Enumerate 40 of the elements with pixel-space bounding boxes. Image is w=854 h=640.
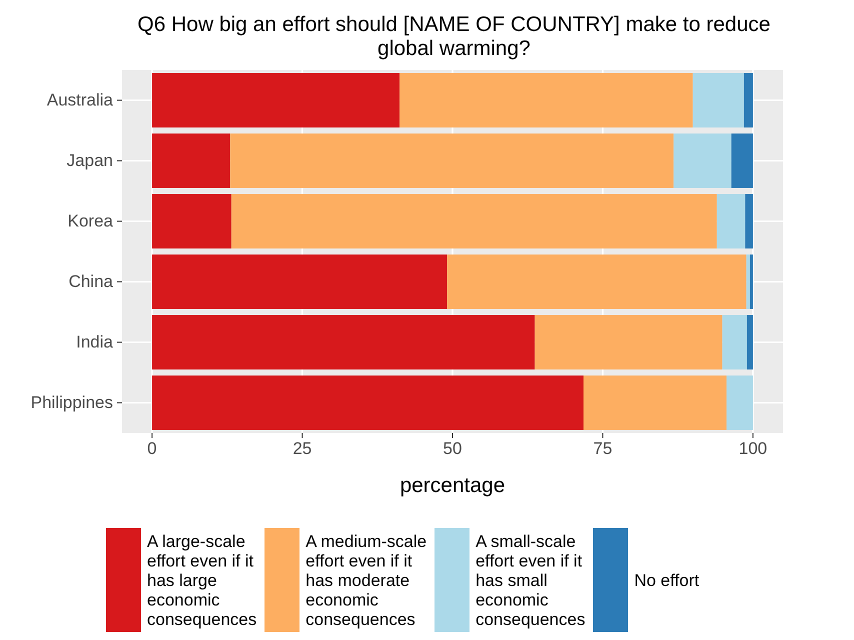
bar (746, 254, 750, 309)
bar (152, 315, 535, 370)
bar (722, 315, 747, 370)
x-tick-label: 50 (443, 439, 462, 458)
y-tick-label: China (68, 272, 114, 292)
y-tick-label: Japan (66, 151, 113, 170)
legend-label: No effort (634, 571, 700, 590)
bar (447, 254, 746, 309)
bar (230, 134, 674, 188)
y-tick-label: Australia (46, 90, 114, 110)
bar (716, 194, 746, 248)
bar (152, 194, 232, 248)
bar (231, 194, 717, 248)
x-tick-label: 0 (147, 439, 157, 458)
x-tick-label: 100 (738, 439, 768, 458)
bar (726, 376, 753, 430)
bar (152, 376, 584, 430)
x-axis-title: percentage (400, 474, 506, 497)
bar (750, 254, 753, 309)
x-tick-label: 75 (593, 439, 612, 458)
bar (534, 315, 722, 370)
bar (152, 134, 230, 188)
legend-label: A medium-scale effort even if it has moderate economic consequences (306, 532, 427, 629)
bar (152, 73, 400, 128)
y-tick-label: India (76, 332, 114, 352)
bar (744, 73, 753, 128)
bar (152, 254, 448, 309)
bar (745, 194, 753, 248)
chart-title: Q6 How big an effort should [NAME OF COUNTRY] make to reduce global warming? (138, 13, 770, 60)
bar (746, 315, 753, 370)
bar (400, 73, 693, 128)
bar (692, 73, 744, 128)
y-tick-label: Philippines (30, 393, 113, 412)
bar (584, 376, 727, 430)
y-tick-label: Korea (68, 212, 114, 231)
bar (731, 134, 753, 188)
legend-label: A small-scale effort even if it has small economic consequences (476, 532, 586, 629)
bar (674, 134, 732, 188)
x-tick-label: 25 (292, 439, 312, 458)
legend-label: A large-scale effort even if it has large economic consequences (147, 532, 257, 629)
